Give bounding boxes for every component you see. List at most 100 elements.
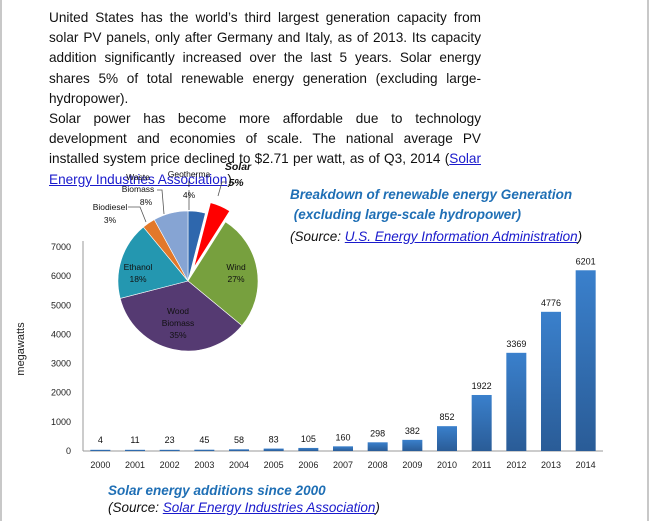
bar-2005 xyxy=(263,448,284,451)
bar-2000 xyxy=(90,449,111,451)
bar-2012 xyxy=(506,352,527,451)
bar-chart-source: (Source: Solar Energy Industries Associa… xyxy=(108,500,380,515)
bar-2010 xyxy=(437,426,457,451)
pie-pct-waste: 8% xyxy=(140,197,153,207)
leader-waste xyxy=(157,189,165,215)
page-border-right xyxy=(647,0,649,521)
bar-source-prefix: (Source: xyxy=(108,500,163,515)
x-tick-label: 2010 xyxy=(437,460,457,470)
x-tick-label: 2009 xyxy=(402,460,422,470)
bar-2008 xyxy=(367,442,388,451)
page-border-left xyxy=(0,0,2,521)
x-tick-label: 2011 xyxy=(472,460,491,470)
intro-paragraph-1: United States has the world’s third larg… xyxy=(49,10,481,106)
leader-solar xyxy=(217,181,227,197)
x-tick-label: 2012 xyxy=(506,460,526,470)
pie-slice-waste-biomass xyxy=(153,210,189,282)
data-label: 1922 xyxy=(472,381,492,391)
pie-label-biomass: Biomass xyxy=(162,318,195,328)
y-tick-label: 2000 xyxy=(51,388,71,398)
intro-paragraph-2-end: ). xyxy=(227,171,236,187)
x-tick-label: 2000 xyxy=(90,460,110,470)
bar-2011 xyxy=(471,394,492,451)
bar-2013 xyxy=(541,311,561,451)
pie-label-geothermal-cont: l xyxy=(188,179,190,189)
eia-link[interactable]: U.S. Energy Information Administration xyxy=(344,229,578,244)
x-tick-label: 2004 xyxy=(229,460,249,470)
x-tick-label: 2007 xyxy=(333,460,353,470)
bar-2002 xyxy=(159,449,180,451)
pie-chart-title: Breakdown of renewable energy Generation… xyxy=(290,185,572,225)
pie-label-geothermal: Geotherma xyxy=(168,169,211,179)
seia-link[interactable]: Solar Energy Industries Association xyxy=(49,151,481,187)
pie-title-line-1: Breakdown of renewable energy Generation xyxy=(290,187,573,202)
y-tick-label: 5000 xyxy=(51,300,71,310)
leader-biodiesel xyxy=(128,206,147,223)
pie-source-prefix: (Source: xyxy=(290,229,345,244)
pie-chart-source: (Source: U.S. Energy Information Adminis… xyxy=(290,229,582,244)
seia-source-link[interactable]: Solar Energy Industries Association xyxy=(162,500,376,515)
bar-2009 xyxy=(402,439,423,451)
x-tick-label: 2001 xyxy=(125,460,145,470)
pie-pct-ethanol: 18% xyxy=(129,274,146,284)
x-tick-label: 2006 xyxy=(298,460,318,470)
pie-label-solar: Solar xyxy=(225,161,252,173)
data-label: 4776 xyxy=(541,298,561,308)
y-tick-label: 0 xyxy=(66,446,71,456)
bar-2001 xyxy=(125,449,145,451)
bar-2007 xyxy=(333,446,353,451)
y-tick-label: 3000 xyxy=(51,359,71,369)
data-label: 45 xyxy=(199,435,209,445)
pie-chart: Geothermal4%Solar5%Wind27%WoodBiomass35%… xyxy=(93,161,259,352)
bar-2014 xyxy=(575,270,596,451)
pie-pct-wood: 35% xyxy=(169,330,186,340)
data-label: 382 xyxy=(405,426,420,436)
intro-paragraph-2: Solar power has become more affordable d… xyxy=(49,109,481,190)
pie-slice-wood-biomass xyxy=(119,280,243,352)
intro-paragraph-2-text: Solar power has become more affordable d… xyxy=(49,111,481,167)
x-tick-label: 2005 xyxy=(264,460,284,470)
pie-label-ethanol: Ethanol xyxy=(124,262,153,272)
pie-source-suffix: ) xyxy=(577,229,583,244)
bar-2006 xyxy=(298,447,319,451)
y-tick-label: 7000 xyxy=(51,242,71,252)
data-label: 58 xyxy=(234,435,244,445)
data-label: 298 xyxy=(370,428,385,438)
pie-label-wind: Wind xyxy=(226,262,246,272)
pie-pct-solar: 5% xyxy=(228,177,244,189)
x-tick-label: 2014 xyxy=(576,460,596,470)
data-label: 6201 xyxy=(576,256,596,266)
pie-pct-wind: 27% xyxy=(227,274,244,284)
y-tick-label: 6000 xyxy=(51,271,71,281)
data-label: 3369 xyxy=(506,339,526,349)
data-label: 11 xyxy=(130,435,139,445)
bar-source-suffix: ) xyxy=(375,500,380,515)
bar-chart: 0 1000 2000 3000 4000 5000 6000 7000 megawatts 4 2… xyxy=(15,241,603,470)
pie-label-waste: Waste xyxy=(126,172,150,182)
x-tick-label: 2013 xyxy=(541,460,561,470)
data-label: 160 xyxy=(335,432,350,442)
x-tick-label: 2002 xyxy=(160,460,180,470)
pie-title-line-2: (excluding large-scale hydropower) xyxy=(290,207,522,222)
pie-label-wood: Wood xyxy=(167,306,189,316)
data-label: 4 xyxy=(98,435,103,445)
y-tick-label: 4000 xyxy=(51,329,71,339)
pie-label-biodiesel: Biodiesel xyxy=(93,202,128,212)
bar-2003 xyxy=(194,449,215,451)
x-tick-label: 2003 xyxy=(194,460,214,470)
data-label: 852 xyxy=(439,412,454,422)
pie-slice-wind xyxy=(187,221,259,327)
y-tick-label: 1000 xyxy=(51,417,71,427)
pie-label-waste-biomass: Biomass xyxy=(122,184,155,194)
bar-2004 xyxy=(229,449,249,451)
data-label: 105 xyxy=(301,434,316,444)
pie-slice-solar xyxy=(192,201,232,271)
pie-pct-biodiesel: 3% xyxy=(104,215,117,225)
y-axis-title: megawatts xyxy=(15,322,27,376)
pie-slice-ethanol xyxy=(117,226,189,299)
intro-text: United States has the world’s third larg… xyxy=(49,8,481,190)
data-label: 23 xyxy=(165,435,175,445)
bar-chart-title: Solar energy additions since 2000 xyxy=(108,483,326,498)
data-label: 83 xyxy=(269,435,279,445)
